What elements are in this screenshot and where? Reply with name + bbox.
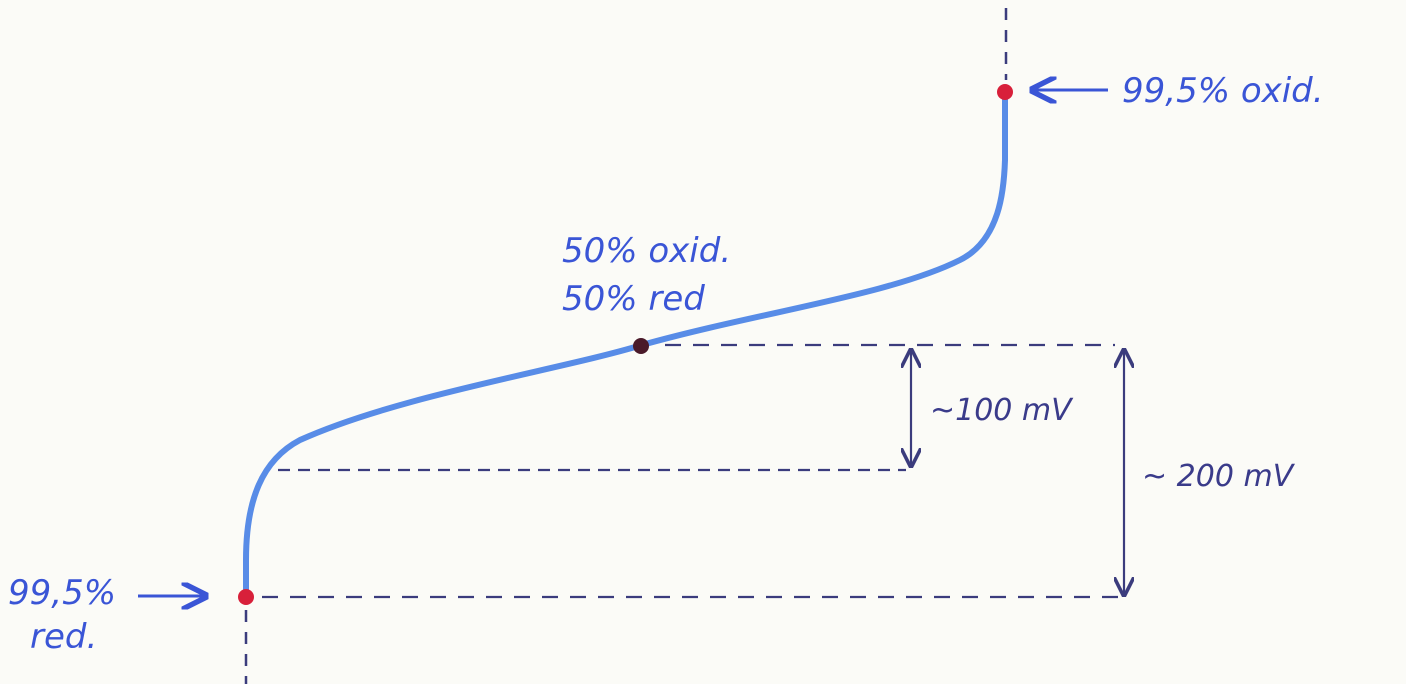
mid-point-dot [633, 338, 649, 354]
span-small-label: ~100 mV [930, 393, 1074, 428]
bottom-point-label-line1: 99,5% [8, 573, 116, 613]
mid-point-label-line1: 50% oxid. [562, 231, 731, 271]
bottom-point-dot [238, 589, 254, 605]
bottom-point-label-line2: red. [30, 617, 97, 657]
mid-point-label-line2: 50% red [562, 279, 705, 319]
top-point-dot [997, 84, 1013, 100]
span-large-label: ~ 200 mV [1142, 459, 1296, 494]
top-point-label: 99,5% oxid. [1122, 71, 1324, 111]
